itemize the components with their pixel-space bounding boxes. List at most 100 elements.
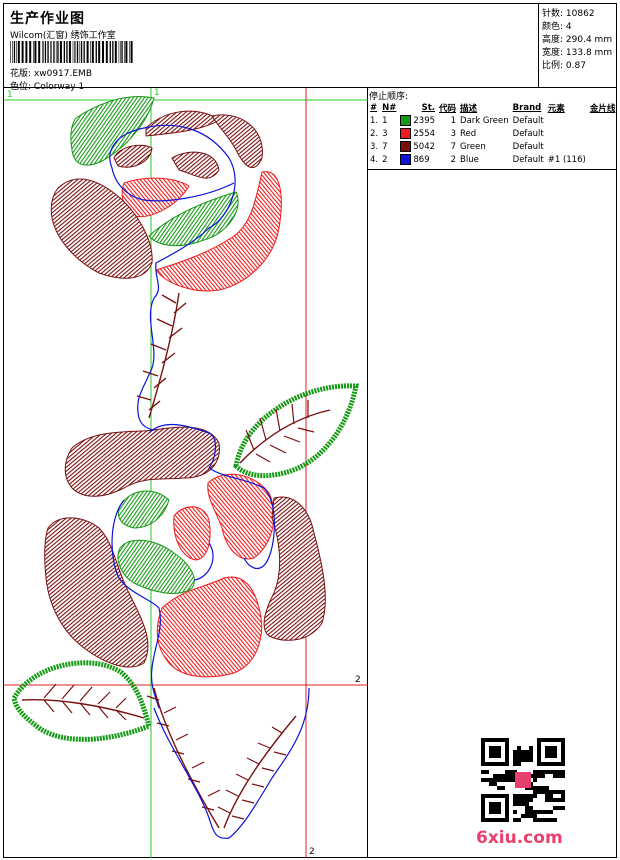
barcode-bar [33,41,34,63]
qr-module [541,810,545,814]
qr-module [513,794,517,798]
barcode-bar [53,41,55,63]
elements [546,140,588,153]
qr-module [505,770,509,774]
qr-module [517,794,521,798]
qr-module [493,806,497,810]
qr-module [529,798,533,802]
lower-leaf [11,660,153,742]
qr-module [489,750,493,754]
qr-module [561,790,565,794]
qr-module [489,782,493,786]
color-swatch [400,141,412,152]
barcode-bar [72,41,74,63]
qr-module [549,750,553,754]
qr-module [549,810,553,814]
table-row: 2. 3 2554 3 Red Default [368,127,617,140]
qr-module [545,818,549,822]
qr-module [561,762,565,766]
qr-module [517,762,521,766]
qr-module [561,770,565,774]
qr-module [481,770,485,774]
qr-module [541,770,545,774]
stat-label: 针数: [542,9,564,19]
qr-module [481,798,485,802]
qr-module [505,774,509,778]
col-header: Brand [512,102,542,113]
qr-module [529,750,533,754]
stat-label: 比例: [542,61,564,71]
lower-rose [44,423,326,709]
thread-brand: Default [512,154,544,165]
qr-module [481,794,485,798]
qr-module [513,802,517,806]
qr-module [557,806,561,810]
barcode [10,41,133,63]
row-number: 1. [370,115,379,126]
qr-module [489,802,493,806]
barcode-bar [105,41,108,63]
color-description: Blue [460,154,479,165]
qr-module [561,758,565,762]
qr-module [517,746,521,750]
barcode-bar [68,41,71,63]
qr-module [505,746,509,750]
barcode-bar [59,41,62,63]
thread-brand: Default [512,128,544,139]
qr-module [505,754,509,758]
page-title: 生产作业图 [10,11,85,27]
barcode-bar [50,41,51,63]
qr-module [537,750,541,754]
design-file-value: xw0917.EMB [33,69,92,79]
stat-width: 宽度: 133.8 mm [542,45,612,58]
barcode-bar [25,41,28,63]
qr-module [489,810,493,814]
col-header: 描述 [460,103,478,114]
qr-module [501,738,505,742]
stitch-count-value: 2554 [413,129,436,139]
qr-module [505,738,509,742]
qr-module [545,762,549,766]
stat-value: 10862 [565,9,595,19]
col-header: 金片线 [589,103,616,114]
col-header: St. [421,102,436,113]
barcode-bar [38,41,41,63]
qr-module [553,806,557,810]
qr-module [533,814,537,818]
color-description: Red [460,128,477,139]
qr-module [493,746,497,750]
qr-module [505,802,509,806]
qr-module [501,778,505,782]
upper-rose [50,96,282,431]
row-number: 2. [370,128,379,139]
qr-module [505,742,509,746]
qr-module [533,770,537,774]
qr-module [549,794,553,798]
qr-module [497,810,501,814]
company-name: Wilcom(汇窗) 绣饰工作室 [10,31,116,41]
qr-module [561,806,565,810]
qr-module [545,810,549,814]
barcode-bar [125,41,128,63]
qr-module [517,758,521,762]
stitch-count: 2554 [398,127,437,140]
qr-module [501,794,505,798]
qr-module [497,806,501,810]
barcode-bar [55,41,57,63]
stitch-count: 2395 [398,114,437,127]
barcode-bar [17,41,20,63]
qr-module [505,806,509,810]
stop-sequence-title: 停止顺序: [369,92,409,102]
qr-module [549,790,553,794]
upper-leaf [233,383,359,479]
qr-module [497,802,501,806]
qr-module [493,738,497,742]
guide-mark-2-right: 2 [355,675,361,685]
qr-module [497,778,501,782]
qr-module [525,750,529,754]
color-swatch [400,115,412,126]
qr-module [505,818,509,822]
qr-module [533,786,537,790]
barcode-bar [13,41,16,63]
barcode-bar [12,41,13,63]
